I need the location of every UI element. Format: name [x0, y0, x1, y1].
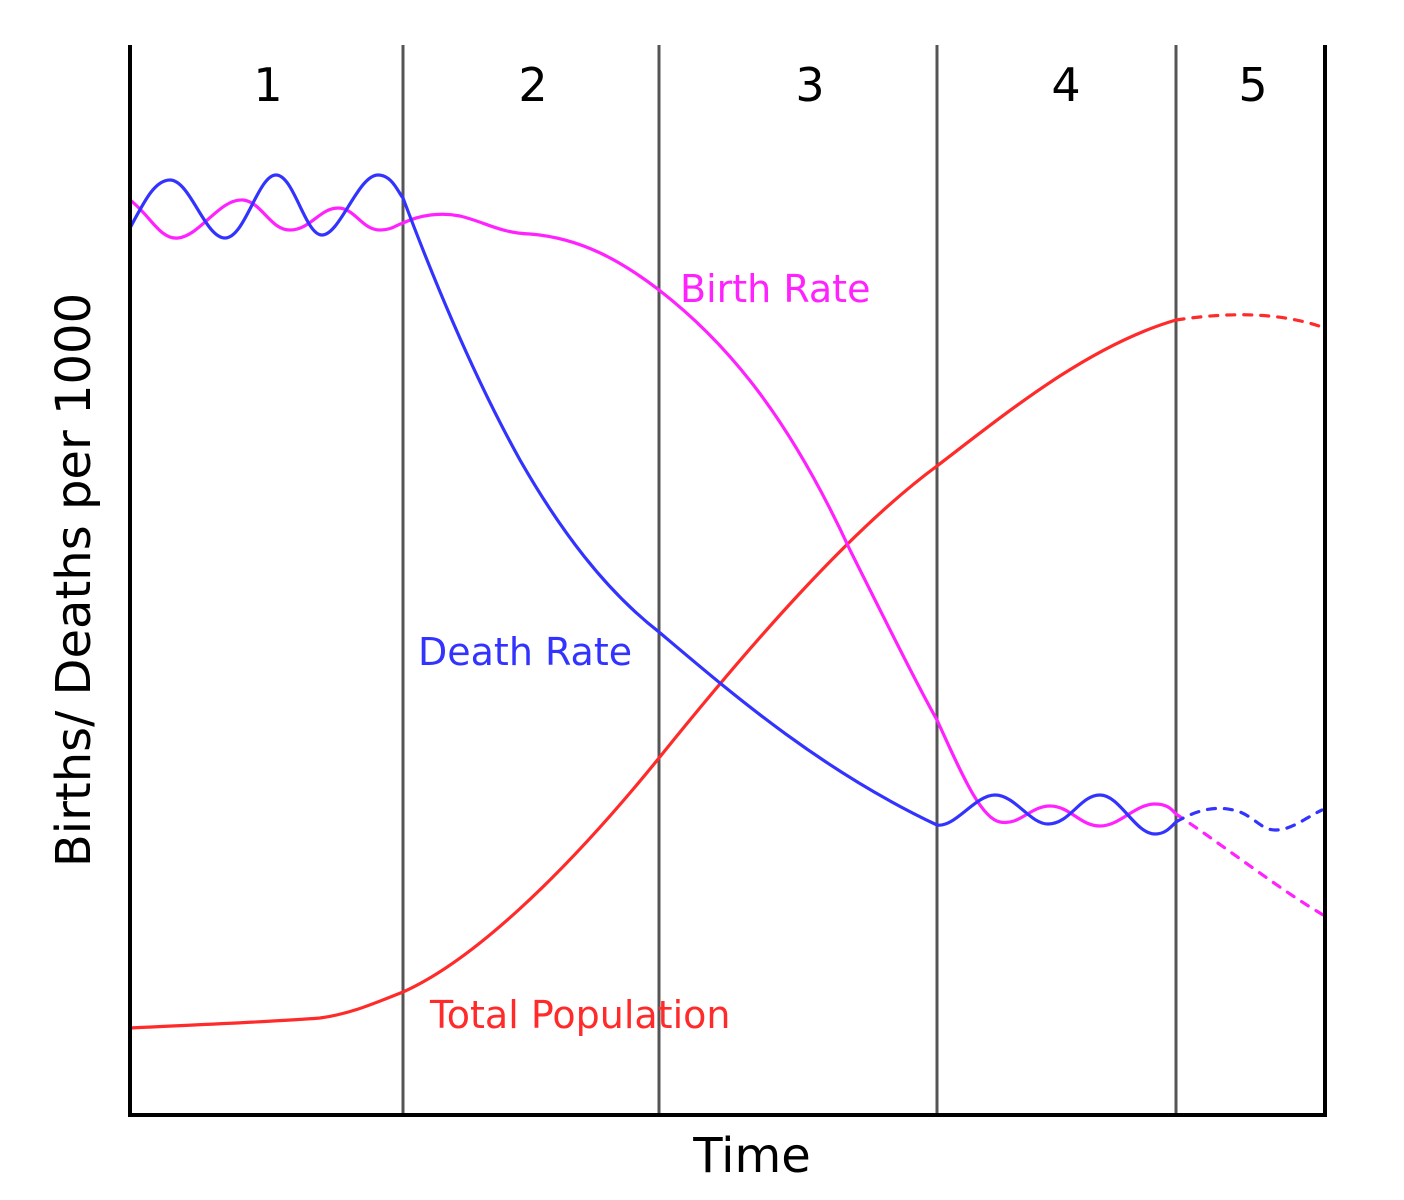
stage-dividers	[401, 45, 1178, 1115]
stage-label-1: 1	[253, 58, 282, 112]
series-total-population-projection	[1174, 313, 1327, 330]
series-birth-rate-line	[128, 198, 1178, 828]
series-death-rate-line	[128, 173, 1178, 836]
total-population-label: Total Population	[429, 993, 730, 1037]
series-total-population-line	[128, 318, 1178, 1030]
death-rate-label: Death Rate	[418, 630, 632, 674]
series-curves	[128, 173, 1327, 1030]
stage-label-2: 2	[518, 58, 547, 112]
stage-label-5: 5	[1238, 58, 1267, 112]
stage-labels: 1 2 3 4 5	[253, 58, 1267, 112]
series-birth-rate-projection	[1174, 812, 1327, 918]
birth-rate-label: Birth Rate	[680, 267, 870, 311]
y-axis-title: Births/ Deaths per 1000	[46, 293, 102, 867]
stage-label-4: 4	[1051, 58, 1080, 112]
stage-label-3: 3	[795, 58, 824, 112]
x-axis-title: Time	[692, 1128, 810, 1184]
axes	[128, 45, 1327, 1117]
series-death-rate-projection	[1174, 806, 1324, 832]
